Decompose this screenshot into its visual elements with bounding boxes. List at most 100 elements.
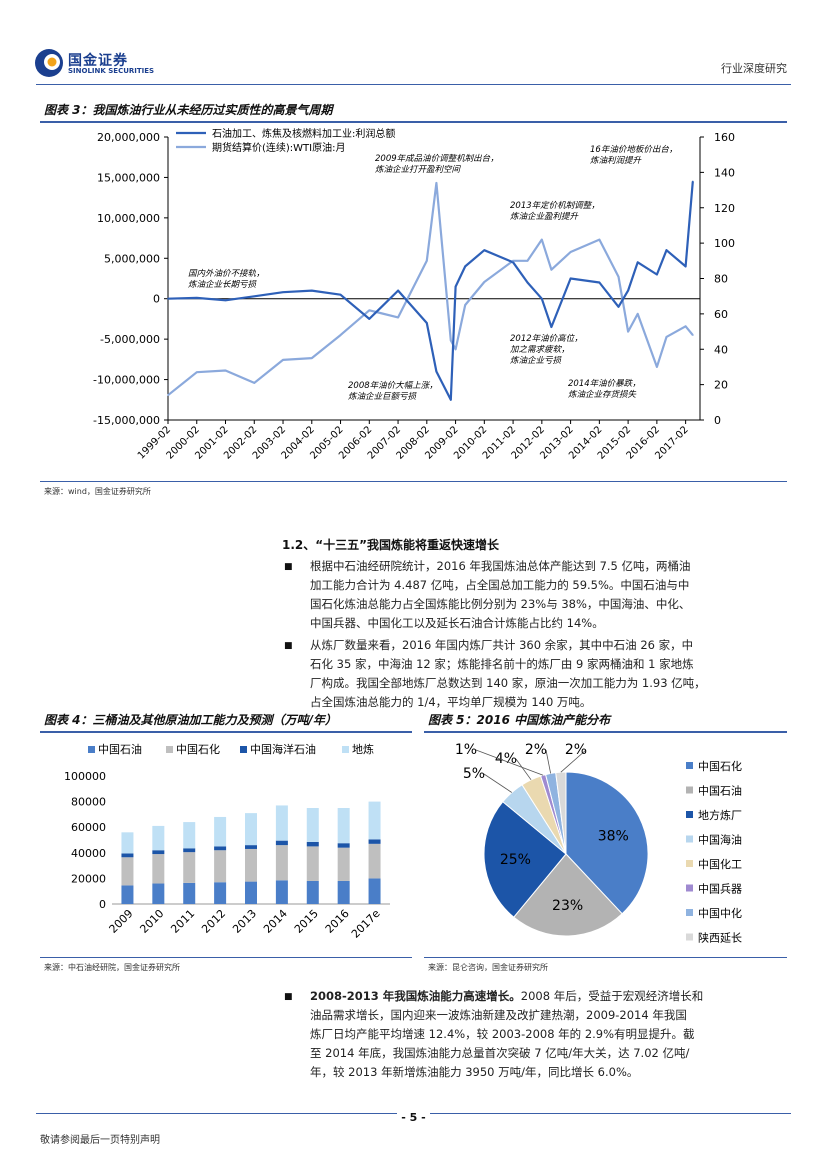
fig4-x-tick-label: 2017e [349, 907, 383, 941]
fig5-leader-line [545, 749, 552, 774]
fig3-wti-point [449, 339, 452, 342]
fig3-profit-point [684, 265, 687, 268]
fig5-legend-label: 中国中化 [698, 906, 742, 920]
brand-name-en: SINOLINK SECURITIES [68, 67, 155, 75]
fig3-profit-point [397, 289, 399, 292]
fig4-bar-segment [214, 846, 227, 851]
fig4-x-tick-label: 2013 [230, 907, 259, 936]
fig3-series-profit [167, 181, 694, 401]
fig3-left-tick-label: -10,000,000 [93, 374, 160, 387]
fig3-annotation: 2009年成品油价调整机制出台，炼油企业打开盈利空间 [375, 153, 499, 175]
fig4-bar-segment [275, 840, 288, 846]
fig4-bottom-rule [40, 957, 412, 958]
fig5-top-rule [424, 731, 787, 733]
fig5-pie-chart: 38%23%25%5%4%1% 2% 2% 中国石化中国石油地方炼厂中国海油中国化工… [455, 742, 742, 945]
fig3-wti-point [526, 260, 529, 262]
fig3-wti-point [692, 334, 694, 336]
fig4-bar-segment [152, 825, 165, 851]
fig4-bar-segment [368, 839, 381, 844]
fig5-source: 来源：昆仑咨询，国金证券研究所 [428, 963, 548, 972]
fig3-wti-point [550, 268, 553, 271]
fig4-bar-segment [121, 832, 134, 854]
fig4-y-tick-label: 100000 [64, 770, 106, 783]
fig5-pie-slice [513, 853, 623, 937]
fig5-legend-label: 中国石化 [698, 759, 742, 773]
fig3-profit-point [526, 281, 529, 284]
fig5-slice-label: 1% [455, 742, 477, 758]
fig4-bar-segment [183, 882, 196, 904]
fig3-wti-point [454, 348, 457, 351]
fig4-bar-segment [337, 880, 350, 904]
fig4-bar-segment [245, 813, 257, 846]
fig4-y-tick-label: 80000 [71, 796, 106, 809]
fig4-legend-label: 地炼 [352, 742, 374, 756]
fig4-stacked-bar-chart: 中国石油 中国石化 中国海洋石油 地炼 100000 80000 60000 40000 20… [64, 742, 390, 941]
fig3-profit-point [253, 295, 256, 298]
paragraph-3: 2008-2013 年我国炼油能力高速增长。2008 年后，受益于宏观经济增长和… [310, 989, 704, 1079]
fig3-annotation: 2012年油价高位，加之需求疲软，炼油企业亏损 [510, 333, 583, 366]
fig3-wti-point [512, 260, 514, 262]
fig4-bar-segment [121, 857, 134, 886]
fig3-annotation: 2013年定价机制调整，炼油企业盈利提升 [510, 200, 600, 222]
fig3-annotation: 2008年油价大幅上涨，炼油企业巨额亏损 [348, 380, 438, 402]
fig3-left-tick-label: 15,000,000 [97, 171, 160, 184]
fig3-profit-point [224, 299, 227, 302]
fig5-legend-swatch [686, 811, 693, 818]
fig5-pie-slice [483, 801, 567, 918]
fig5-legend-swatch [686, 884, 693, 892]
fig5-leader-line [515, 758, 532, 781]
fig5-legend-label: 中国石油 [698, 784, 742, 798]
fig3-wti-point [464, 304, 466, 306]
fig3-wti-point [617, 275, 620, 278]
fig4-x-tick-label: 2016 [323, 907, 352, 936]
fig3-wti-point [483, 281, 486, 283]
fig3-profit-point [692, 180, 694, 183]
fig4-y-tick-label: 0 [99, 898, 106, 911]
fig3-profit-point [665, 249, 668, 251]
fig4-y-tick-label: 60000 [71, 821, 106, 834]
fig3-bottom-rule [40, 481, 787, 482]
fig4-bar-segment [306, 841, 319, 847]
fig4-bar-segment [214, 882, 227, 904]
fig4-bar-segment [121, 853, 134, 858]
fig5-leader-line [475, 749, 544, 776]
fig4-bar-segment [306, 808, 319, 842]
fig3-profit-point [483, 249, 486, 251]
fig4-bar-segment [368, 878, 381, 904]
fig3-legend-label: 期货结算价(连续):WTI原油:月 [212, 141, 346, 154]
fig5-legend-swatch [686, 762, 693, 769]
fig3-profit-point [512, 261, 514, 264]
fig4-bar-segment [368, 801, 381, 840]
fig4-legend-label: 中国海洋石油 [250, 742, 316, 756]
fig5-legend-swatch [686, 835, 693, 843]
fig3-wti-point [598, 238, 601, 241]
fig3-wti-point [397, 316, 399, 319]
fig5-legend-label: 中国化工 [698, 857, 742, 871]
fig4-bar-segment [306, 846, 319, 881]
fig5-leader-line [560, 749, 587, 773]
fig3-annotation: 2014年油价暴跌，炼油企业存货损失 [568, 378, 641, 400]
fig4-x-tick-label: 2015 [292, 907, 321, 936]
fig5-slice-label: 5% [463, 766, 485, 782]
fig4-bar-segment [245, 881, 257, 904]
fig3-wti-point [569, 251, 572, 253]
fig3-profit-point [167, 297, 169, 300]
fig4-y-tick-label: 20000 [71, 872, 106, 885]
fig3-wti-point [167, 394, 169, 397]
header-rule [36, 84, 791, 85]
fig4-legend-swatch [166, 746, 173, 753]
fig3-left-tick-label: 0 [153, 293, 160, 306]
fig5-slice-label: 2% [565, 742, 587, 758]
fig3-profit-point [282, 291, 284, 294]
fig3-profit-point [617, 306, 620, 308]
fig4-bar-segment [152, 883, 165, 904]
fig4-bar-segment [183, 822, 196, 849]
fig3-profit-point [541, 297, 543, 300]
fig3-left-tick-label: 5,000,000 [104, 252, 160, 265]
fig5-title: 图表 5：2016 中国炼油产能分布 [428, 713, 611, 727]
fig3-wti-point [368, 309, 371, 312]
fig4-legend-swatch [342, 746, 349, 753]
fig3-right-tick-label: 80 [714, 273, 728, 286]
fig3-left-tick-label: -5,000,000 [100, 333, 160, 346]
fig4-bar-segment [275, 880, 288, 904]
